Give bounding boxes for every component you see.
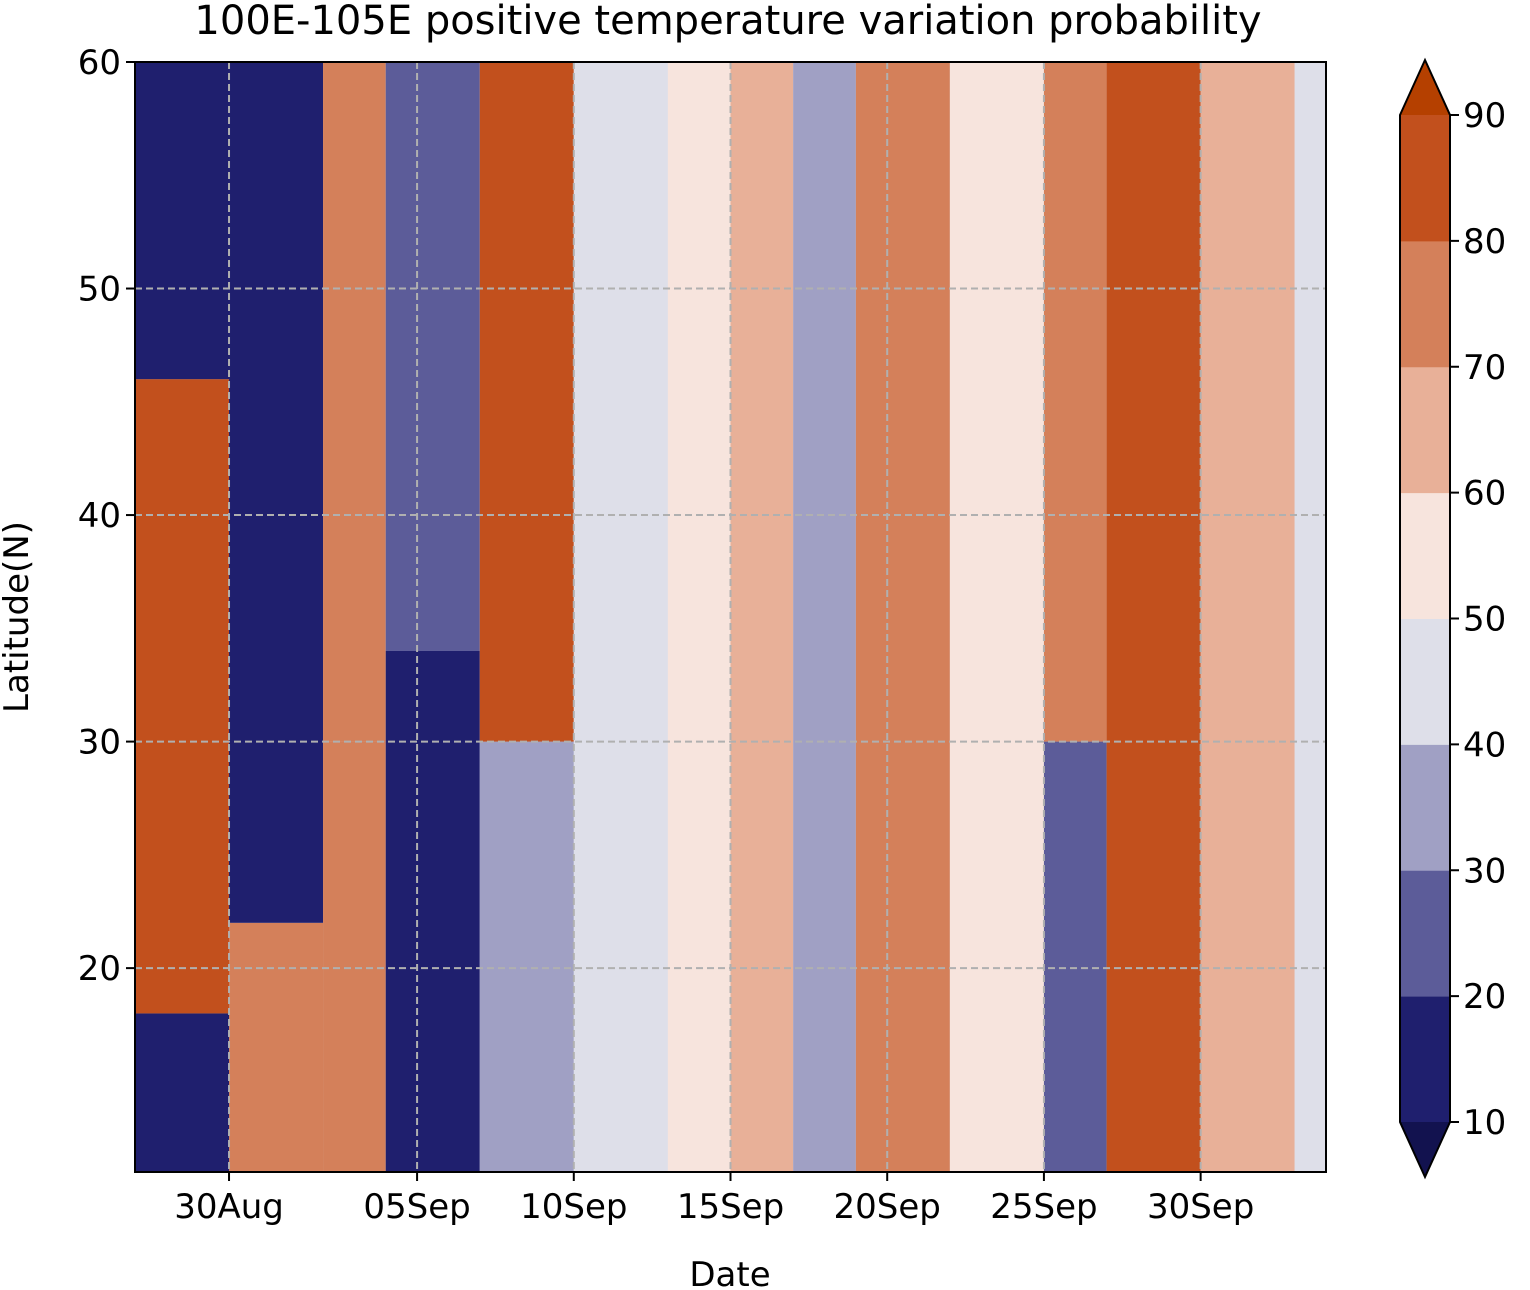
chart-title: 100E-105E positive temperature variation… — [194, 0, 1261, 44]
contour-band — [135, 379, 230, 1014]
contour-band — [667, 62, 731, 1172]
contour-band — [385, 650, 480, 1172]
colorbar-segment — [1400, 744, 1450, 871]
colorbar-tick-label: 10 — [1463, 1103, 1506, 1143]
contour-band — [573, 62, 668, 1172]
x-axis-label: Date — [689, 1255, 770, 1290]
colorbar-segment — [1400, 240, 1450, 368]
colorbar-segment — [1400, 618, 1450, 745]
contour-band — [730, 62, 794, 1172]
colorbar-segment — [1400, 366, 1450, 494]
colorbar-segment — [1400, 870, 1450, 997]
colorbar-segment — [1400, 115, 1450, 242]
contour-band — [949, 62, 1044, 1172]
contour-band — [1043, 62, 1107, 742]
y-tick-label: 30 — [78, 723, 121, 763]
contour-band — [479, 62, 574, 742]
colorbar-extend-max — [1400, 60, 1450, 115]
colorbar-tick-label: 70 — [1463, 348, 1506, 388]
colorbar-tick-label: 90 — [1463, 96, 1506, 136]
colorbar: 10 20 30 40 50 60 70 80 90 — [1399, 57, 1506, 1180]
x-tick-label: 30Sep — [1147, 1187, 1254, 1227]
contour-band — [1106, 62, 1201, 1172]
colorbar-extend-min — [1400, 1122, 1450, 1177]
y-axis-label: Latitude(N) — [0, 521, 37, 713]
colorbar-tick-label: 60 — [1463, 474, 1506, 514]
contour-band — [229, 62, 324, 923]
contour-band — [135, 1013, 230, 1172]
x-tick-label: 15Sep — [677, 1187, 784, 1227]
x-tick-label: 20Sep — [834, 1187, 941, 1227]
contour-band — [1200, 62, 1295, 1172]
colorbar-tick-label: 30 — [1463, 851, 1506, 891]
x-axis: 30Aug 05Sep 10Sep 15Sep 20Sep 25Sep 30Sep — [174, 1172, 1254, 1227]
contour-band — [1043, 741, 1107, 1172]
contour-band — [793, 62, 856, 1172]
y-tick-label: 60 — [78, 43, 121, 83]
x-tick-label: 10Sep — [520, 1187, 627, 1227]
colorbar-tick-label: 40 — [1463, 725, 1506, 765]
colorbar-tick-label: 20 — [1463, 977, 1506, 1017]
contour-band — [855, 62, 950, 1172]
y-tick-label: 20 — [78, 949, 121, 989]
y-tick-label: 40 — [78, 496, 121, 536]
contour-band — [323, 62, 386, 742]
contour-field — [135, 62, 1326, 1172]
x-tick-label: 05Sep — [363, 1187, 470, 1227]
y-axis: 20 30 40 50 60 — [78, 43, 135, 989]
contour-band — [135, 62, 230, 380]
contour-band — [385, 62, 480, 651]
colorbar-segment — [1400, 492, 1450, 619]
contour-band — [323, 741, 386, 1172]
x-tick-label: 25Sep — [990, 1187, 1097, 1227]
colorbar-tick-label: 50 — [1463, 600, 1506, 640]
colorbar-segment — [1400, 996, 1450, 1123]
contour-band — [229, 922, 324, 1172]
contour-band — [1294, 62, 1326, 1172]
colorbar-tick-label: 80 — [1463, 222, 1506, 262]
y-tick-label: 50 — [78, 270, 121, 310]
contour-band — [479, 741, 574, 1172]
x-tick-label: 30Aug — [174, 1187, 284, 1227]
